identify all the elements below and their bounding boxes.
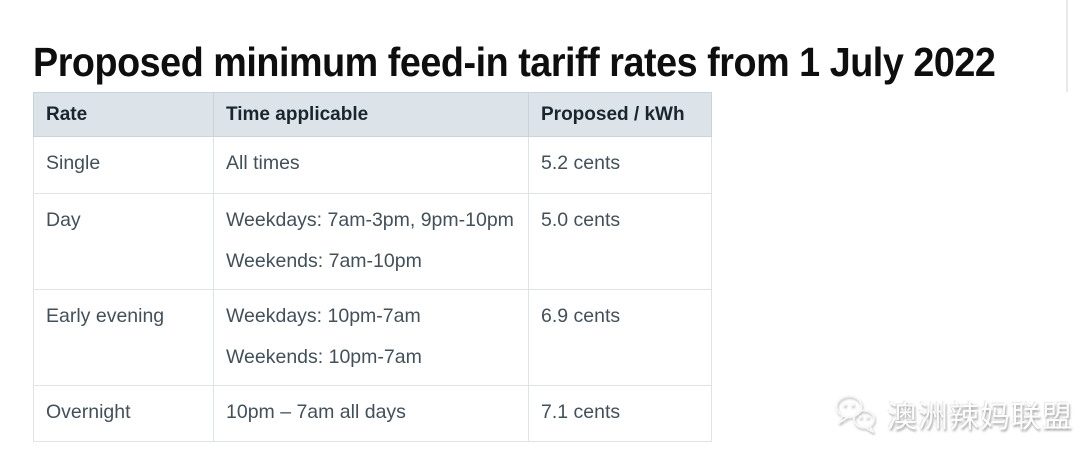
table-row-single: Single All times 5.2 cents [33,136,712,194]
column-header-rate: Rate [33,92,214,137]
time-cell: All times [213,136,529,194]
table-header-row: Rate Time applicable Proposed / kWh [33,92,712,137]
time-line: Weekdays: 10pm-7am [226,305,421,327]
corner-divider-line [1066,0,1068,92]
proposed-cell: 7.1 cents [528,385,712,442]
rate-cell: Early evening [33,289,214,386]
proposed-cell: 5.2 cents [528,136,712,194]
table-row-day: Day Weekdays: 7am-3pm, 9pm-10pm Weekends… [33,193,712,290]
time-line: Weekends: 7am-10pm [226,250,422,272]
rate-cell: Single [33,136,214,194]
rate-cell: Day [33,193,214,290]
time-line: Weekdays: 7am-3pm, 9pm-10pm [226,209,514,231]
column-header-time-applicable: Time applicable [213,92,529,137]
watermark-text: 澳洲辣妈联盟 [887,401,1073,434]
table-row-early-evening: Early evening Weekdays: 10pm-7am Weekend… [33,289,712,386]
proposed-cell: 5.0 cents [528,193,712,290]
rate-cell: Overnight [33,385,214,442]
time-cell: Weekdays: 10pm-7am Weekends: 10pm-7am [213,289,529,386]
time-line: 10pm – 7am all days [226,401,406,423]
time-line: Weekends: 10pm-7am [226,346,422,368]
wechat-icon [835,395,875,433]
time-cell: 10pm – 7am all days [213,385,529,442]
time-line: All times [226,152,300,174]
page-title: Proposed minimum feed-in tariff rates fr… [33,39,996,86]
proposed-cell: 6.9 cents [528,289,712,386]
column-header-proposed-kwh: Proposed / kWh [528,92,712,137]
time-cell: Weekdays: 7am-3pm, 9pm-10pm Weekends: 7a… [213,193,529,290]
tariff-table: Rate Time applicable Proposed / kWh Sing… [33,92,712,442]
table-row-overnight: Overnight 10pm – 7am all days 7.1 cents [33,385,712,442]
watermark: 澳洲辣妈联盟 [834,392,1073,436]
